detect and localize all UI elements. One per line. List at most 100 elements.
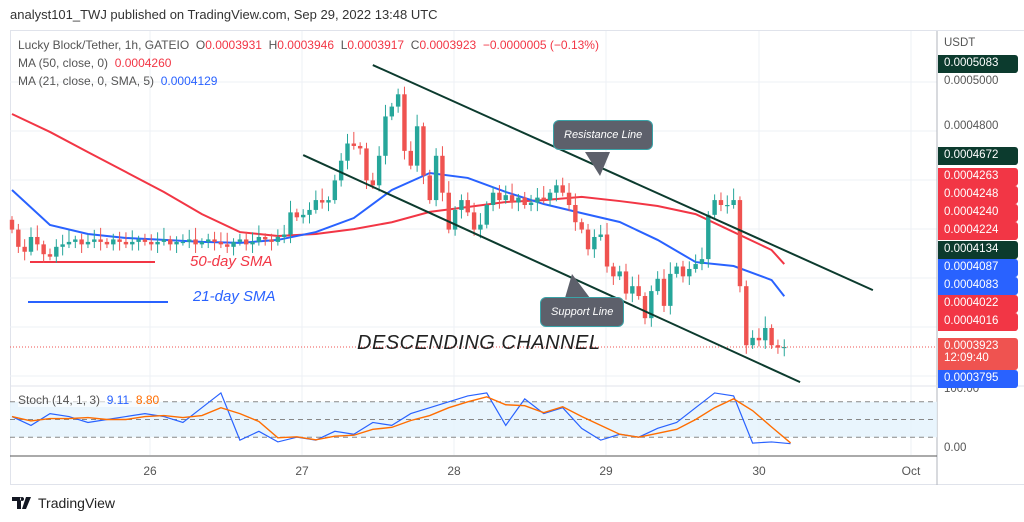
- candle-body: [623, 271, 629, 294]
- tradingview-logo[interactable]: TradingView: [12, 495, 115, 511]
- support-callout-tail: [565, 274, 590, 298]
- candle-body: [718, 200, 724, 205]
- candle-body: [509, 195, 515, 203]
- open-label: O: [195, 38, 206, 52]
- candle-body: [478, 224, 483, 230]
- resistance-line-callout[interactable]: Resistance Line: [553, 120, 654, 150]
- currency-label: USDT: [944, 37, 976, 49]
- price-tag: 0.0003923 12:09:40: [938, 338, 1018, 370]
- candle-body: [604, 234, 610, 267]
- chart-frame[interactable]: [10, 30, 1024, 485]
- price-tag: 0.0004240: [938, 204, 1018, 222]
- stoch-legend[interactable]: Stoch (14, 1, 3) 9.11 8.80: [18, 393, 160, 407]
- candle-body: [326, 200, 331, 203]
- candle-body: [161, 239, 167, 242]
- candle-body: [756, 337, 762, 341]
- ma21-legend[interactable]: MA (21, close, 0, SMA, 5) 0.0004129: [18, 74, 217, 88]
- candle-body: [54, 246, 59, 257]
- candle-body: [408, 150, 413, 166]
- candle-body: [630, 286, 635, 294]
- candle-body: [497, 192, 502, 201]
- candle-body: [655, 278, 660, 292]
- candle-body: [92, 239, 97, 242]
- price-tag: 0.0004022: [938, 295, 1018, 313]
- time-label: 26: [143, 464, 157, 478]
- candle-body: [573, 205, 578, 223]
- publish-header: analyst101_TWJ published on TradingView.…: [10, 7, 438, 22]
- candle-body: [237, 239, 243, 242]
- candle-body: [446, 192, 451, 230]
- candle-body: [484, 205, 489, 225]
- candle-body: [452, 209, 458, 230]
- ma21-value: 0.0004129: [160, 74, 218, 88]
- time-label: 30: [752, 464, 766, 478]
- time-label: 28: [447, 464, 461, 478]
- candle-body: [332, 180, 338, 201]
- candle-body: [592, 236, 597, 250]
- candle-body: [465, 200, 470, 213]
- price-tag: 0.0003795: [938, 370, 1018, 388]
- price-tag: 0.0004248: [938, 186, 1018, 204]
- candle-body: [275, 236, 281, 242]
- support-line: [302, 154, 801, 384]
- time-label: 29: [599, 464, 613, 478]
- ma21-label: MA (21, close, 0, SMA, 5): [18, 74, 155, 88]
- candle-body: [149, 241, 154, 245]
- close-value: 0.0003923: [419, 38, 477, 52]
- candle-body: [554, 185, 559, 193]
- stoch-k-line: [11, 391, 791, 445]
- candle-body: [250, 241, 255, 245]
- candle-body: [421, 126, 426, 176]
- candle-body: [427, 175, 432, 201]
- candle-body: [566, 192, 572, 205]
- support-line-callout[interactable]: Support Line: [540, 297, 625, 327]
- candle-body: [579, 222, 584, 230]
- stoch-d-value: 8.80: [135, 393, 160, 407]
- candle-body: [60, 244, 65, 247]
- candle-body: [199, 241, 205, 245]
- candle-body: [383, 116, 388, 156]
- price-tag-value: 0.0003923: [944, 340, 999, 352]
- candle-body: [22, 246, 27, 252]
- candle-body: [712, 200, 717, 215]
- time-label: 27: [295, 464, 309, 478]
- time-label: Oct: [901, 464, 921, 478]
- candle-body: [225, 244, 230, 247]
- candle-body: [300, 214, 306, 218]
- stoch-k-value: 9.11: [106, 393, 130, 407]
- candle-body: [611, 266, 616, 277]
- price-tag: 0.0004083: [938, 277, 1018, 295]
- candle-body: [281, 234, 287, 237]
- low-label: L: [340, 38, 348, 52]
- candle-body: [585, 229, 591, 250]
- candle-body: [402, 94, 407, 151]
- candle-body: [763, 328, 768, 341]
- change-value: −0.0000005 (−0.13%): [482, 38, 599, 52]
- ma50-value: 0.0004260: [114, 56, 172, 70]
- candle-body: [351, 143, 357, 146]
- candle-body: [516, 197, 521, 203]
- candle-body: [661, 278, 667, 306]
- candle-body: [117, 239, 122, 242]
- candle-body: [433, 155, 439, 201]
- candle-body: [414, 126, 420, 166]
- candle-body: [218, 241, 224, 245]
- candle-body: [725, 205, 730, 207]
- price-tag: 0.0005083: [938, 55, 1018, 73]
- stoch-axis-label: 0.00: [944, 442, 967, 454]
- ma50-line: [11, 113, 786, 265]
- candle-body: [313, 200, 319, 210]
- ma50-legend[interactable]: MA (50, close, 0) 0.0004260: [18, 56, 171, 70]
- candle-body: [598, 234, 603, 237]
- candle-body: [294, 212, 300, 218]
- candle-body: [16, 229, 21, 247]
- candle-body: [617, 271, 622, 277]
- candle-body: [528, 202, 534, 205]
- candle-body: [174, 241, 179, 245]
- price-tag: 0.0004263: [938, 168, 1018, 186]
- candle-body: [395, 94, 401, 107]
- candle-body: [9, 219, 15, 230]
- stoch-label: Stoch (14, 1, 3): [18, 393, 101, 407]
- candle-body: [357, 145, 363, 149]
